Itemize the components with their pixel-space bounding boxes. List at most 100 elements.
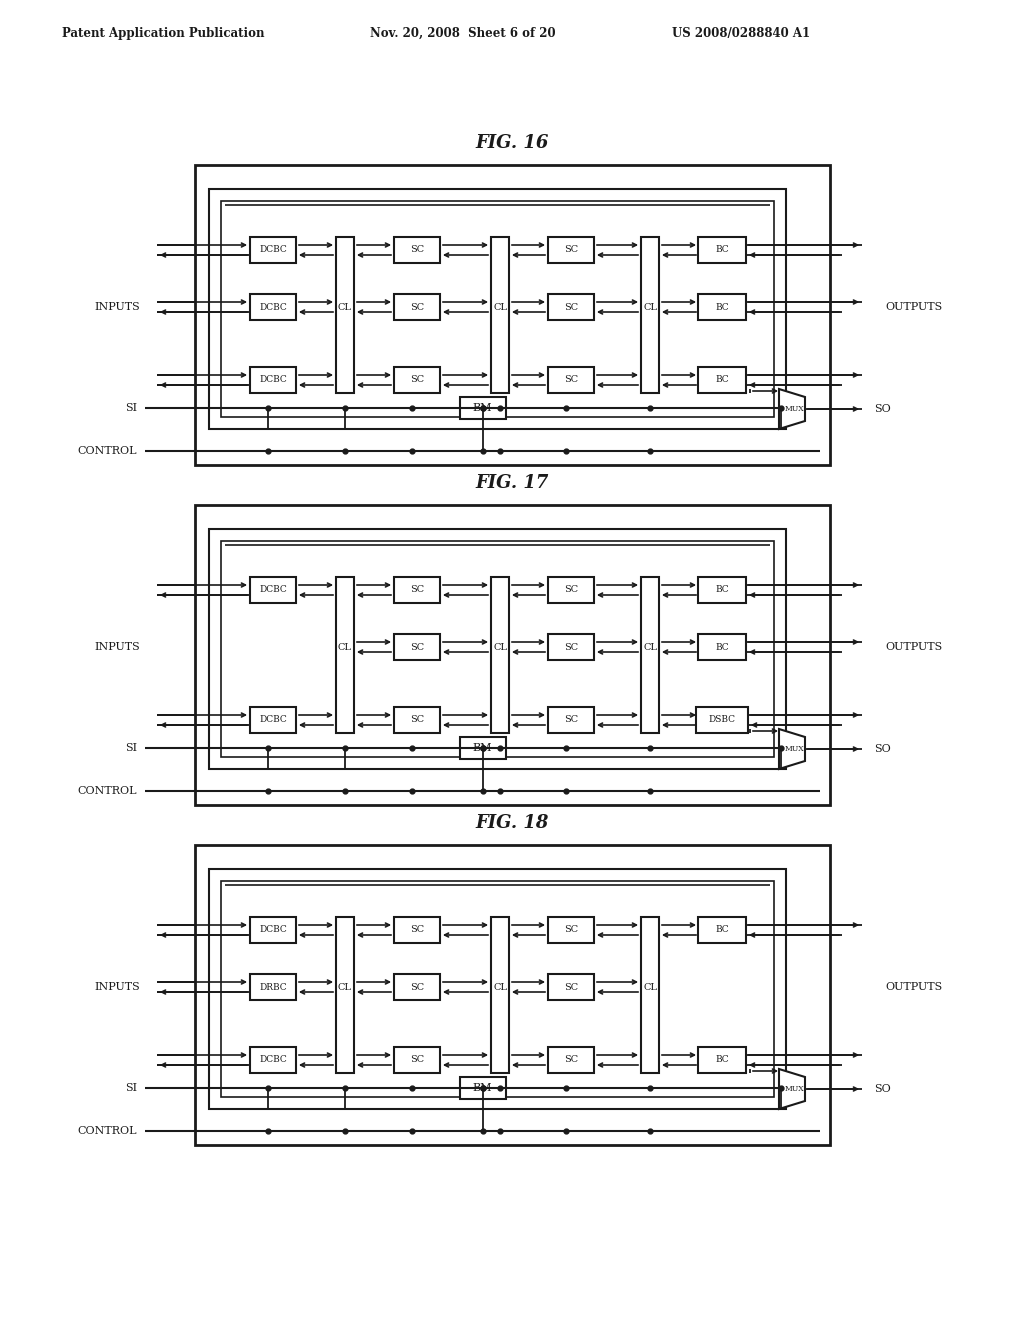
Text: INPUTS: INPUTS bbox=[94, 642, 140, 652]
Bar bbox=[548, 294, 594, 319]
Text: SC: SC bbox=[410, 715, 424, 725]
Text: CL: CL bbox=[338, 982, 352, 991]
Bar bbox=[195, 165, 830, 465]
Bar bbox=[548, 367, 594, 393]
Text: DCBC: DCBC bbox=[259, 302, 287, 312]
Bar bbox=[394, 634, 440, 660]
Bar bbox=[250, 367, 296, 393]
Text: CL: CL bbox=[643, 643, 657, 652]
Text: SI: SI bbox=[125, 743, 137, 752]
Bar bbox=[250, 974, 296, 1001]
Text: BM: BM bbox=[473, 743, 493, 752]
Bar bbox=[221, 541, 774, 756]
Bar bbox=[250, 1047, 296, 1073]
Text: MUX: MUX bbox=[784, 744, 804, 752]
Bar bbox=[394, 974, 440, 1001]
Bar bbox=[195, 845, 830, 1144]
Text: SC: SC bbox=[410, 586, 424, 594]
Text: SC: SC bbox=[410, 925, 424, 935]
Bar bbox=[336, 238, 354, 393]
Text: BC: BC bbox=[715, 246, 729, 255]
Bar bbox=[394, 577, 440, 603]
Bar bbox=[698, 238, 746, 263]
Text: BM: BM bbox=[473, 403, 493, 413]
Text: SC: SC bbox=[564, 302, 579, 312]
Text: BC: BC bbox=[715, 643, 729, 652]
Bar bbox=[698, 917, 746, 942]
Text: INPUTS: INPUTS bbox=[94, 982, 140, 993]
Bar bbox=[221, 201, 774, 417]
Bar bbox=[490, 577, 509, 733]
Text: SC: SC bbox=[410, 643, 424, 652]
Text: CL: CL bbox=[338, 302, 352, 312]
Text: INPUTS: INPUTS bbox=[94, 302, 140, 312]
Text: CONTROL: CONTROL bbox=[78, 1126, 137, 1137]
Text: SC: SC bbox=[410, 302, 424, 312]
Text: CL: CL bbox=[643, 302, 657, 312]
Text: CL: CL bbox=[338, 643, 352, 652]
Text: SC: SC bbox=[410, 375, 424, 384]
Bar bbox=[250, 917, 296, 942]
Text: SC: SC bbox=[410, 246, 424, 255]
Text: BM: BM bbox=[473, 1082, 493, 1093]
Text: CL: CL bbox=[493, 643, 507, 652]
Text: SC: SC bbox=[564, 375, 579, 384]
Bar bbox=[394, 238, 440, 263]
Text: DCBC: DCBC bbox=[259, 715, 287, 725]
Bar bbox=[548, 917, 594, 942]
Text: FIG. 17: FIG. 17 bbox=[476, 474, 549, 492]
Text: SC: SC bbox=[564, 715, 579, 725]
Text: OUTPUTS: OUTPUTS bbox=[885, 982, 942, 993]
Text: DCBC: DCBC bbox=[259, 246, 287, 255]
Text: SC: SC bbox=[410, 1056, 424, 1064]
Bar bbox=[209, 869, 786, 1109]
Text: SC: SC bbox=[564, 246, 579, 255]
Text: CONTROL: CONTROL bbox=[78, 446, 137, 455]
Bar bbox=[394, 1047, 440, 1073]
Text: SO: SO bbox=[874, 744, 891, 754]
Bar bbox=[250, 577, 296, 603]
Text: BC: BC bbox=[715, 375, 729, 384]
Bar bbox=[548, 1047, 594, 1073]
Text: US 2008/0288840 A1: US 2008/0288840 A1 bbox=[672, 26, 810, 40]
Text: BC: BC bbox=[715, 302, 729, 312]
Bar bbox=[250, 708, 296, 733]
Bar bbox=[698, 294, 746, 319]
Text: SI: SI bbox=[125, 1082, 137, 1093]
Bar bbox=[460, 397, 506, 418]
Text: OUTPUTS: OUTPUTS bbox=[885, 302, 942, 312]
Bar bbox=[698, 577, 746, 603]
Text: DRBC: DRBC bbox=[259, 982, 287, 991]
Bar bbox=[250, 294, 296, 319]
Text: SO: SO bbox=[874, 404, 891, 414]
Text: DCBC: DCBC bbox=[259, 1056, 287, 1064]
Bar bbox=[195, 506, 830, 805]
Bar bbox=[336, 917, 354, 1073]
Bar bbox=[394, 708, 440, 733]
Bar bbox=[641, 577, 659, 733]
Bar bbox=[394, 917, 440, 942]
Bar bbox=[394, 294, 440, 319]
Bar bbox=[460, 1077, 506, 1100]
Polygon shape bbox=[779, 389, 805, 429]
Text: CONTROL: CONTROL bbox=[78, 785, 137, 796]
Text: BC: BC bbox=[715, 1056, 729, 1064]
Bar bbox=[641, 917, 659, 1073]
Text: CL: CL bbox=[493, 302, 507, 312]
Bar bbox=[209, 189, 786, 429]
Bar bbox=[394, 367, 440, 393]
Bar bbox=[336, 577, 354, 733]
Bar bbox=[490, 917, 509, 1073]
Bar bbox=[460, 737, 506, 759]
Text: BC: BC bbox=[715, 925, 729, 935]
Bar bbox=[221, 880, 774, 1097]
Text: SI: SI bbox=[125, 403, 137, 413]
Text: DCBC: DCBC bbox=[259, 375, 287, 384]
Text: SC: SC bbox=[564, 925, 579, 935]
Bar bbox=[698, 1047, 746, 1073]
Bar bbox=[696, 708, 748, 733]
Text: Nov. 20, 2008  Sheet 6 of 20: Nov. 20, 2008 Sheet 6 of 20 bbox=[370, 26, 556, 40]
Bar bbox=[698, 367, 746, 393]
Polygon shape bbox=[779, 729, 805, 770]
Text: DCBC: DCBC bbox=[259, 586, 287, 594]
